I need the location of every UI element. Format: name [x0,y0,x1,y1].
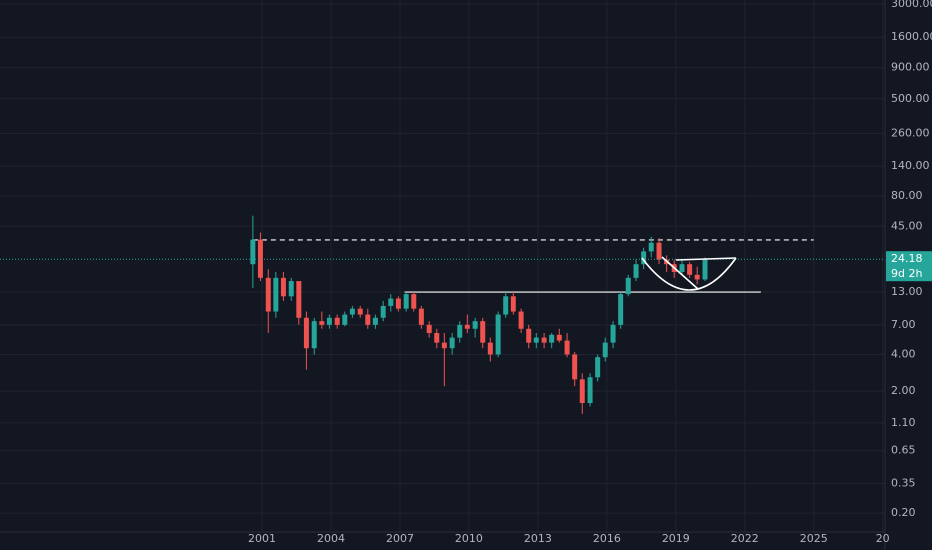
candle-body [587,377,593,403]
candle-body [349,308,355,315]
y-tick-label: 0.65 [891,444,916,457]
y-tick-label: 45.00 [891,219,923,232]
candle-body [388,298,394,306]
grid [0,0,885,532]
candle-body [679,264,685,272]
candle-body [480,321,486,343]
candle-body [541,337,547,343]
last-price-label: 24.18 [891,252,923,265]
y-tick-label: 500.00 [891,92,930,105]
trend-line [661,256,699,290]
candle-body [326,317,332,325]
x-tick-label: 2013 [524,532,552,545]
candle-body [395,298,401,309]
candle-body [564,340,570,355]
candle-body [572,354,578,380]
candle-body [403,294,409,309]
candle-body [526,328,532,343]
y-tick-label: 2.00 [891,384,916,397]
candle-body [641,251,647,265]
candle-body [602,342,608,358]
candle-body [449,337,455,349]
y-tick-label: 0.20 [891,506,916,519]
candle-body [296,281,302,318]
candle-body [694,274,700,280]
x-tick-label: 2019 [662,532,690,545]
y-tick-label: 3000.00 [891,0,932,10]
candle-body [457,324,463,338]
candle-body [411,294,417,309]
x-tick-label: 20 [876,532,890,545]
x-tick-label: 2016 [593,532,621,545]
candle-body [687,264,693,275]
candle-body [595,357,601,378]
y-tick-label: 0.35 [891,476,916,489]
candle-body [633,264,639,278]
last-price-box [886,251,932,282]
candle-body [380,305,386,318]
candle-body [579,379,585,403]
candle-body [418,308,424,325]
candle-body [257,239,263,278]
candle-body [495,314,501,355]
candles [0,215,885,414]
candle-body [441,342,447,349]
candle-body [273,277,279,312]
candle-body [472,321,478,329]
candle-body [518,311,524,329]
candle-body [334,317,340,325]
candle-body [265,277,271,312]
y-tick-label: 1600.00 [891,30,932,43]
y-tick-label: 13.00 [891,285,923,298]
candle-body [434,333,440,343]
y-tick-label: 7.00 [891,318,916,331]
candle-body [503,296,509,315]
candle-body [610,324,616,343]
candle-body [648,242,654,252]
candle-body [618,294,624,325]
y-tick-label: 1.10 [891,416,916,429]
x-tick-label: 2010 [455,532,483,545]
y-tick-label: 80.00 [891,189,923,202]
cup-curve [641,257,737,291]
candle-body [372,317,378,325]
candle-body [365,314,371,325]
candle-body [487,342,493,355]
candle-body [656,242,662,260]
candle-body [319,321,325,325]
candle-body [625,277,631,295]
candle-body [311,321,317,349]
candle-body [250,239,256,265]
y-tick-label: 260.00 [891,126,930,139]
candle-body [510,296,516,312]
y-tick-label: 4.00 [891,347,916,360]
candle-body [533,337,539,343]
candle-body [342,314,348,325]
candle-body [357,308,363,315]
candle-body [303,317,309,349]
countdown-label: 9d 2h [891,267,922,280]
y-tick-label: 900.00 [891,61,930,74]
y-tick-label: 140.00 [891,159,930,172]
candle-body [280,277,286,297]
x-tick-label: 2007 [386,532,414,545]
x-tick-label: 2025 [800,532,828,545]
cup-drawing [641,256,737,291]
axes: 3000.00 1600.00 900.00 500.00 260.00 140.00 80… [248,0,932,545]
candle-body [549,334,555,343]
candle-body [288,281,294,297]
x-tick-label: 2022 [731,532,759,545]
x-tick-label: 2004 [317,532,345,545]
handle-line [675,257,737,261]
x-tick-label: 2001 [248,532,276,545]
candle-body [426,324,432,334]
candle-body [556,334,562,341]
candle-body [702,259,708,280]
candle-body [464,324,470,329]
